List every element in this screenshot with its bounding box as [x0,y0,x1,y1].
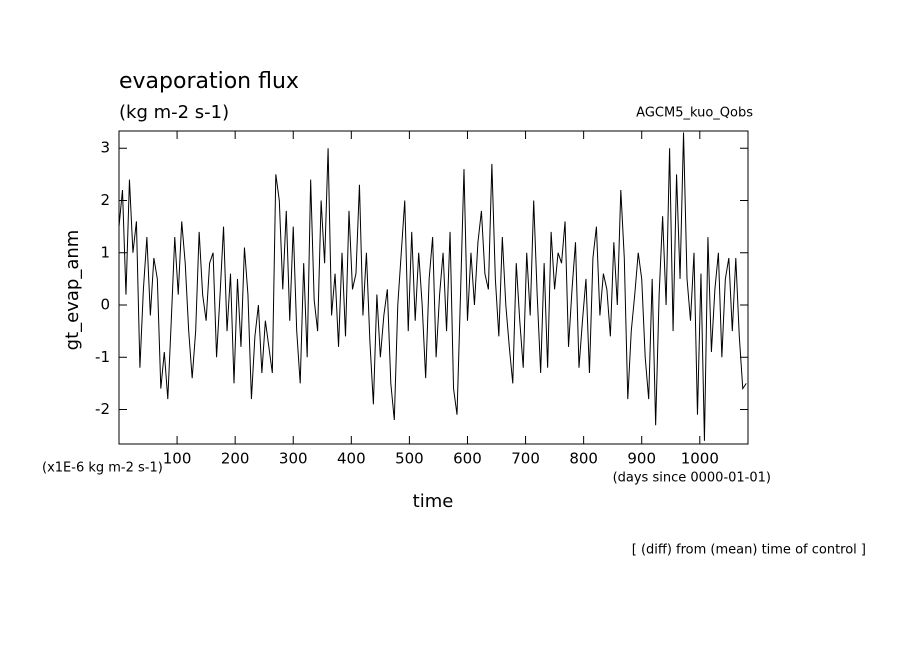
x-axis-label: time [413,491,454,512]
y-tick-label: 3 [100,139,110,157]
y-tick-label: -1 [95,348,110,366]
x-tick-label: 900 [627,450,656,468]
x-tick-label: 200 [221,450,250,468]
chart-subtitle: (kg m-2 s-1) [119,102,229,123]
y-axis-label: gt_evap_anm [62,230,83,351]
y-units: (x1E-6 kg m-2 s-1) [42,461,163,476]
data-line [118,132,747,441]
y-tick-label: -2 [95,400,110,418]
chart-title: evaporation flux [119,69,299,94]
x-tick-label: 400 [337,450,366,468]
x-tick-label: 800 [569,450,598,468]
x-tick-label: 300 [279,450,308,468]
x-units: (days since 0000-01-01) [613,471,771,486]
annotation: AGCM5_kuo_Qobs [636,106,753,121]
y-tick-label: 2 [100,191,110,209]
x-tick-label: 700 [511,450,540,468]
y-tick-label: 0 [100,296,110,314]
plot-frame [118,130,749,445]
footnote: [ (diff) from (mean) time of control ] [632,543,866,558]
x-tick-label: 500 [395,450,424,468]
y-tick-label: 1 [100,243,110,261]
x-tick-label: 100 [163,450,192,468]
x-tick-label: 1000 [681,450,719,468]
x-tick-label: 600 [453,450,482,468]
